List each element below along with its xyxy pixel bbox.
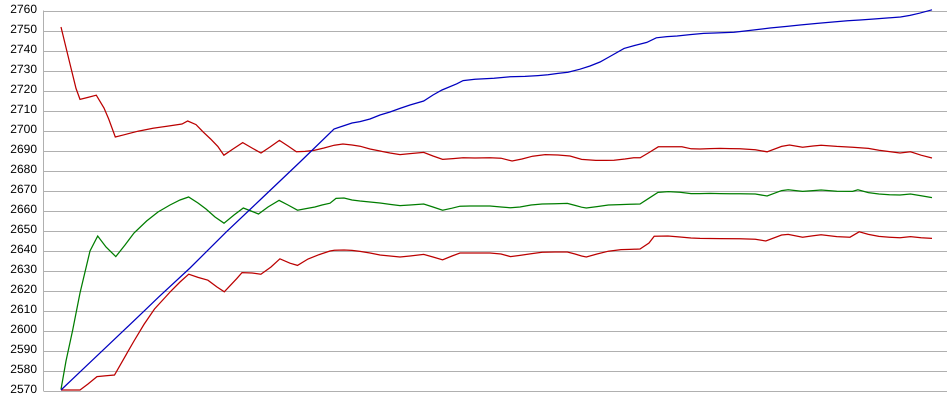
svg-text:2680: 2680 (10, 162, 37, 176)
svg-text:2610: 2610 (10, 302, 37, 316)
svg-text:2670: 2670 (10, 182, 37, 196)
svg-text:2710: 2710 (10, 102, 37, 116)
svg-text:2700: 2700 (10, 122, 37, 136)
svg-text:2750: 2750 (10, 22, 37, 36)
svg-text:2730: 2730 (10, 62, 37, 76)
svg-text:2760: 2760 (10, 2, 37, 16)
svg-text:2650: 2650 (10, 222, 37, 236)
svg-text:2720: 2720 (10, 82, 37, 96)
svg-text:2570: 2570 (10, 382, 37, 396)
svg-text:2620: 2620 (10, 282, 37, 296)
svg-text:2740: 2740 (10, 42, 37, 56)
svg-text:2590: 2590 (10, 342, 37, 356)
svg-text:2640: 2640 (10, 242, 37, 256)
svg-text:2630: 2630 (10, 262, 37, 276)
svg-text:2580: 2580 (10, 362, 37, 376)
svg-text:2690: 2690 (10, 142, 37, 156)
svg-text:2600: 2600 (10, 322, 37, 336)
svg-text:2660: 2660 (10, 202, 37, 216)
